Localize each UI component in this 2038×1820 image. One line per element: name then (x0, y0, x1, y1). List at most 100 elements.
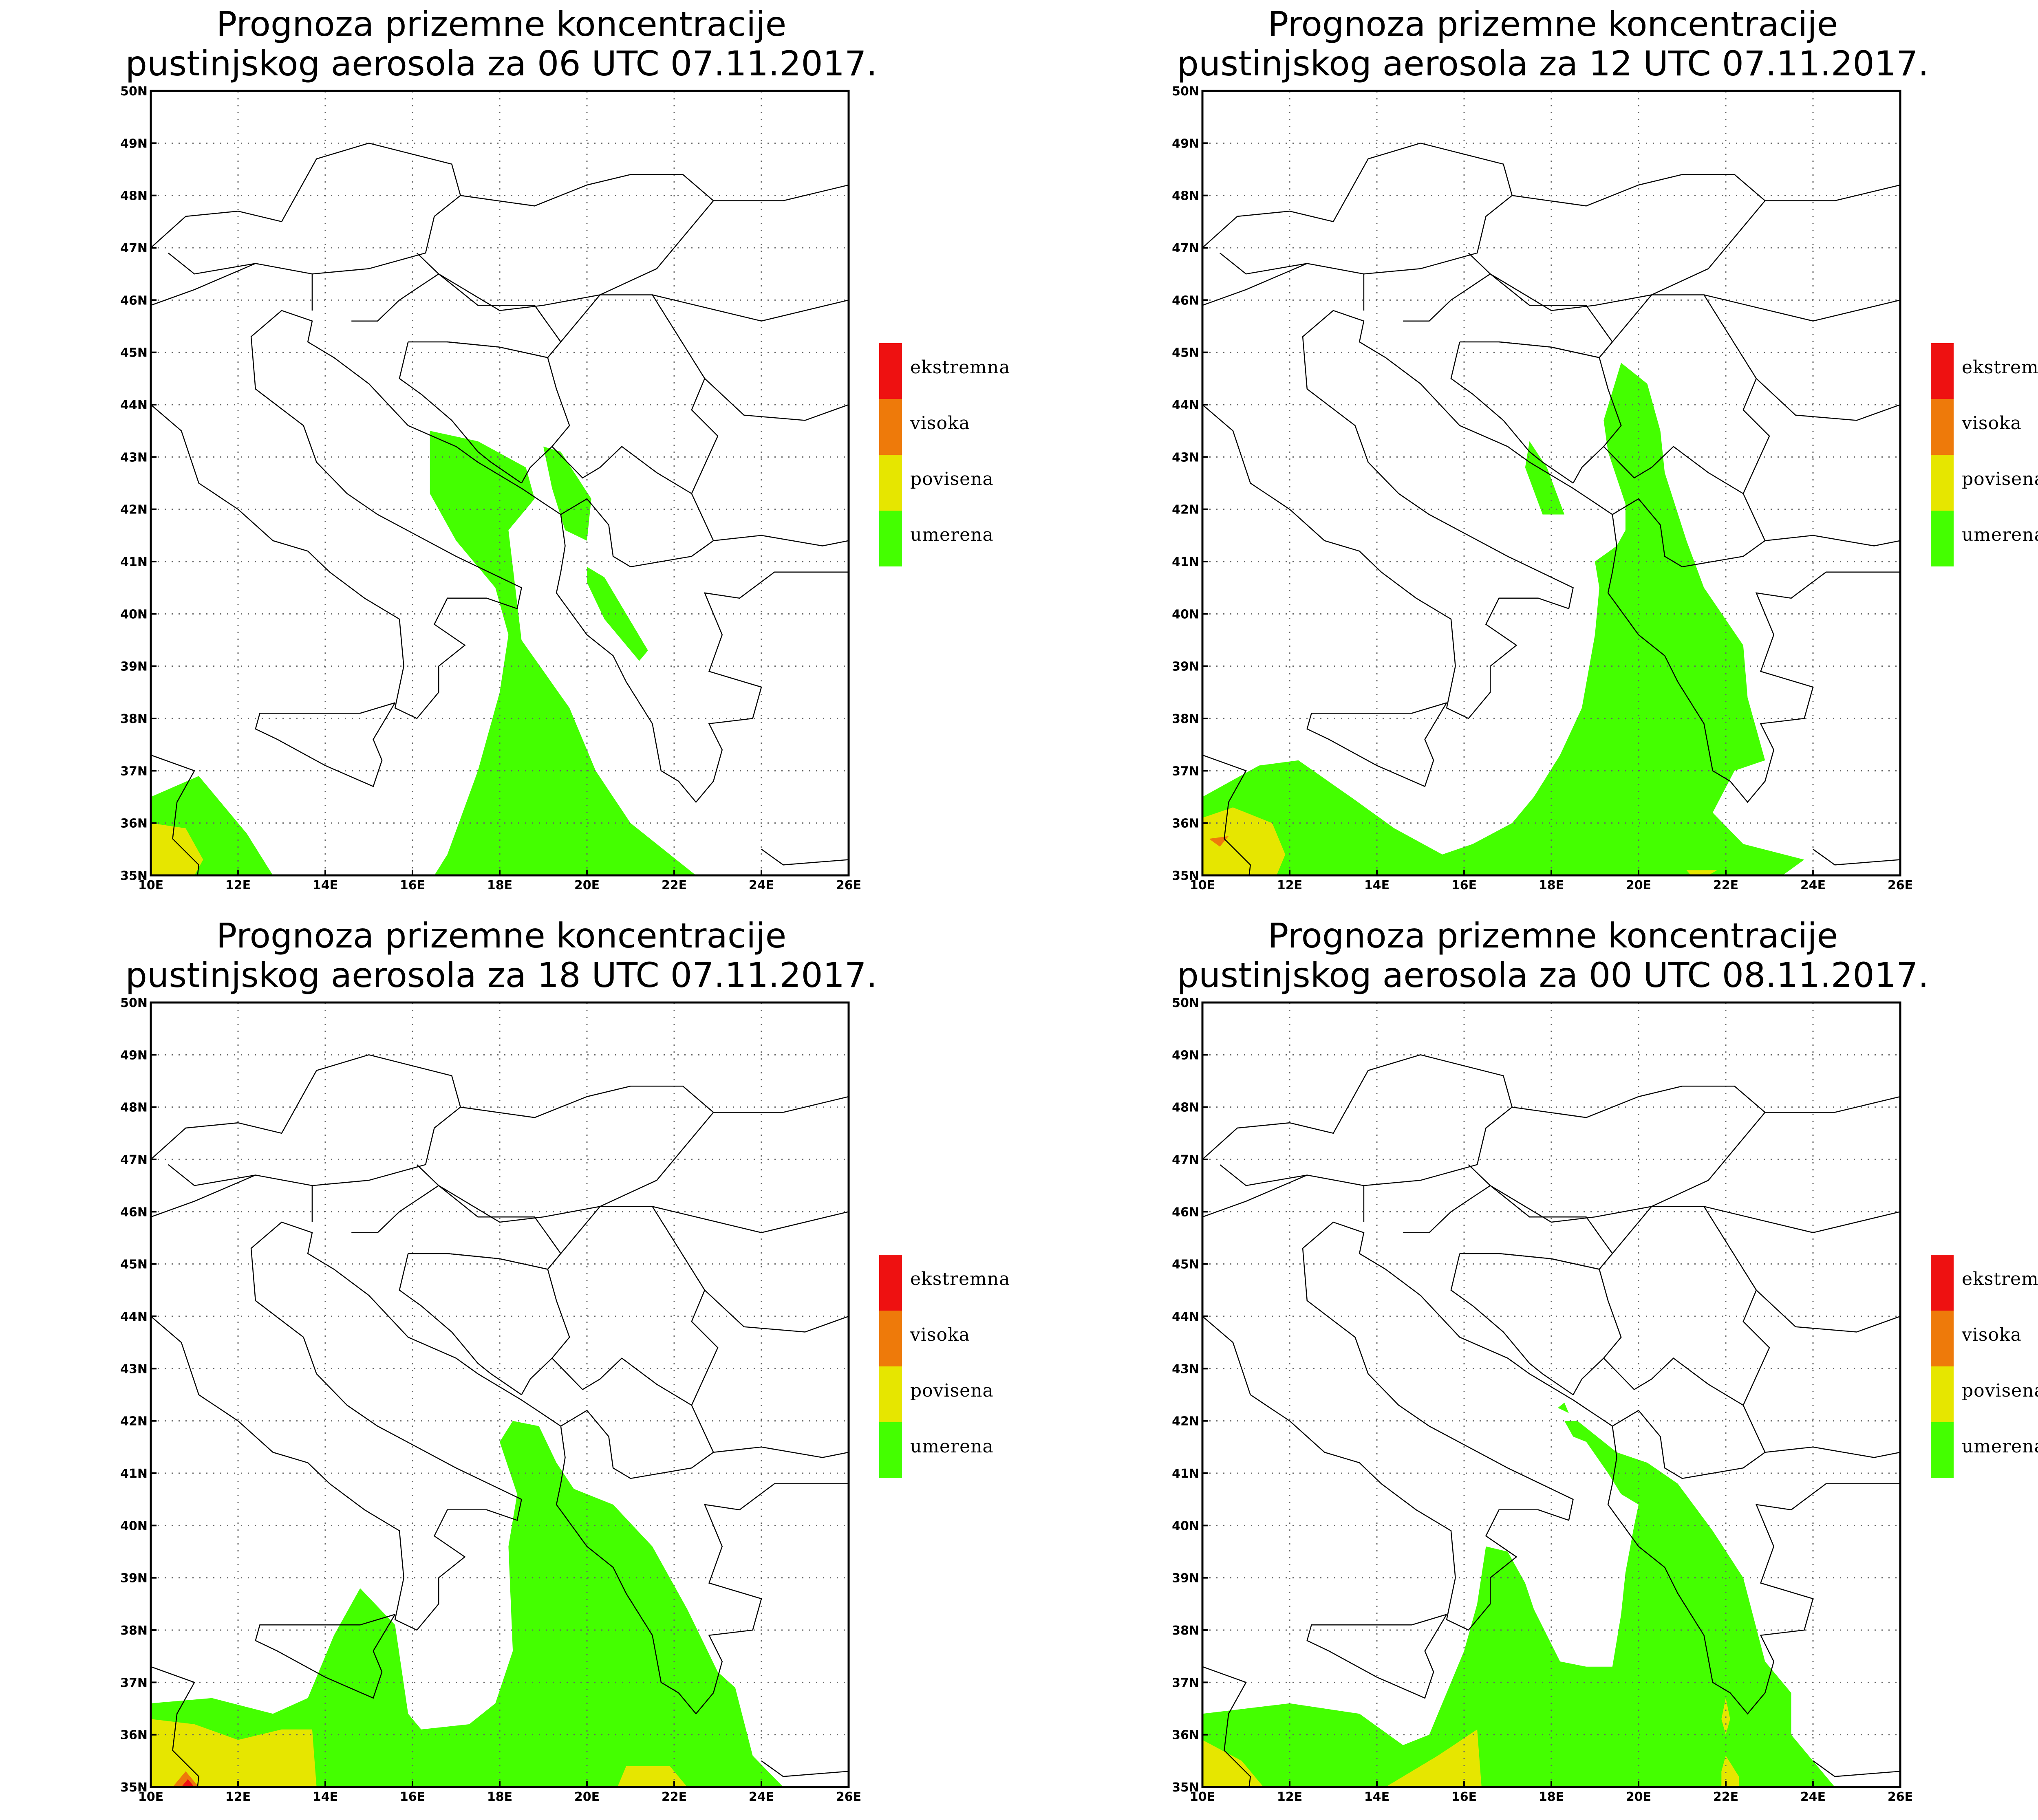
country-border (547, 294, 719, 494)
latitude-tick-label: 39N (120, 1571, 148, 1586)
country-border (1202, 263, 1308, 306)
latitude-tick-label: 50N (120, 84, 148, 99)
longitude-tick-label: 14E (1364, 878, 1390, 892)
aerosol-region-povisena (151, 823, 203, 875)
longitude-tick-label: 26E (836, 878, 861, 892)
country-border (416, 174, 715, 311)
map-title-line1: Prognoza prizemne koncentracije (216, 916, 787, 956)
latitude-tick-label: 50N (1172, 996, 1199, 1010)
legend-swatch-ekstremna (879, 343, 902, 399)
legend-swatch-visoka (879, 399, 902, 455)
latitude-tick-label: 41N (1172, 555, 1199, 569)
country-border (416, 1086, 715, 1223)
latitude-tick-label: 49N (1172, 1048, 1199, 1062)
longitude-tick-label: 20E (1626, 1790, 1651, 1804)
country-border (1202, 1174, 1308, 1218)
concentration-legend: ekstremna visoka povisena umerena (1931, 1255, 2038, 1478)
legend-swatch-povisena (1931, 455, 1954, 511)
legend-label-umerena: umerena (1962, 1436, 2038, 1457)
map-plot-area: 10E 12E 14E 16E 18E 20E 22E 24E 26E 35N 36N 37N 38N 3… (120, 84, 861, 892)
longitude-tick-label: 16E (400, 878, 425, 892)
country-border (1756, 378, 1900, 421)
legend-label-visoka: visoka (910, 1324, 970, 1345)
longitude-tick-label: 22E (1713, 1790, 1738, 1804)
latitude-tick-label: 49N (1172, 137, 1199, 151)
latitude-tick-label: 48N (1172, 189, 1199, 203)
latitude-tick-label: 37N (120, 1676, 148, 1690)
country-border (151, 143, 461, 275)
coastline (1202, 1221, 1900, 1715)
longitude-tick-label: 10E (138, 878, 163, 892)
map-title-line1: Prognoza prizemne koncentracije (216, 4, 787, 44)
country-border (1704, 294, 1900, 322)
latitude-tick-label: 39N (1172, 660, 1199, 674)
legend-label-ekstremna: ekstremna (910, 357, 1010, 378)
country-border (1765, 1446, 1900, 1458)
legend-label-visoka: visoka (1961, 413, 2022, 434)
legend-swatch-visoka (1931, 1311, 1954, 1366)
longitude-tick-label: 24E (749, 1790, 774, 1804)
latitude-tick-label: 37N (1172, 1676, 1199, 1690)
latitude-tick-label: 43N (120, 1362, 148, 1376)
coastline (1813, 848, 1900, 866)
aerosol-region-umerena (430, 431, 696, 875)
country-border (1468, 1086, 1766, 1223)
legend-swatch-umerena (879, 1422, 902, 1478)
aerosol-region-povisena (1202, 1740, 1264, 1787)
longitude-tick-label: 14E (313, 1790, 338, 1804)
aerosol-region-povisena (1385, 1729, 1482, 1787)
legend-label-povisena: povisena (910, 1380, 994, 1401)
longitude-tick-label: 10E (138, 1790, 163, 1804)
legend-swatch-umerena (1931, 1422, 1954, 1478)
latitude-tick-label: 38N (120, 712, 148, 726)
latitude-tick-label: 43N (1172, 450, 1199, 465)
concentration-legend: ekstremna visoka povisena umerena (879, 343, 1010, 566)
longitude-tick-label: 12E (1277, 878, 1302, 892)
longitude-tick-label: 22E (1713, 878, 1738, 892)
country-border (551, 1357, 714, 1479)
coastline (255, 1614, 396, 1699)
legend-label-povisena: povisena (1962, 469, 2038, 489)
latitude-tick-label: 38N (1172, 1624, 1199, 1638)
longitude-tick-label: 12E (225, 878, 251, 892)
longitude-tick-label: 26E (1888, 878, 1913, 892)
aerosol-region-umerena (1558, 1402, 1569, 1413)
longitude-tick-label: 14E (313, 878, 338, 892)
longitude-tick-label: 24E (1800, 1790, 1826, 1804)
longitude-tick-label: 26E (1888, 1790, 1913, 1804)
latitude-tick-label: 41N (120, 555, 148, 569)
latitude-tick-label: 46N (1172, 293, 1199, 308)
latitude-tick-label: 37N (120, 764, 148, 778)
longitude-tick-label: 10E (1190, 878, 1215, 892)
longitude-tick-label: 22E (662, 1790, 687, 1804)
latitude-tick-label: 46N (120, 293, 148, 308)
country-border (399, 1253, 522, 1395)
forecast-map-12utc: Prognoza prizemne koncentracije pustinjs… (1172, 4, 2038, 892)
coastline (1202, 310, 1900, 803)
legend-label-visoka: visoka (910, 413, 970, 434)
latitude-tick-label: 35N (1172, 869, 1199, 883)
coastline (761, 848, 849, 866)
latitude-tick-label: 37N (1172, 764, 1199, 778)
longitude-tick-label: 12E (1277, 1790, 1302, 1804)
country-border (1499, 341, 1622, 484)
latitude-tick-label: 49N (120, 137, 148, 151)
latitude-tick-label: 40N (1172, 1519, 1199, 1533)
longitude-tick-label: 24E (749, 878, 774, 892)
forecast-map-18utc: Prognoza prizemne koncentracije pustinjs… (120, 916, 1010, 1804)
legend-label-ekstremna: ekstremna (1962, 1269, 2038, 1289)
latitude-tick-label: 39N (1172, 1571, 1199, 1586)
legend-label-visoka: visoka (1961, 1324, 2022, 1345)
latitude-tick-label: 44N (1172, 398, 1199, 412)
country-border (1704, 1206, 1900, 1233)
country-border (547, 1206, 719, 1406)
country-border (351, 1185, 562, 1270)
latitude-tick-label: 42N (120, 503, 148, 517)
legend-swatch-visoka (879, 1311, 902, 1366)
country-border (151, 1054, 461, 1186)
aerosol-region-umerena (587, 566, 648, 661)
longitude-tick-label: 18E (1539, 1790, 1564, 1804)
country-border (447, 341, 570, 484)
latitude-tick-label: 47N (120, 1153, 148, 1167)
longitude-tick-label: 14E (1364, 1790, 1390, 1804)
